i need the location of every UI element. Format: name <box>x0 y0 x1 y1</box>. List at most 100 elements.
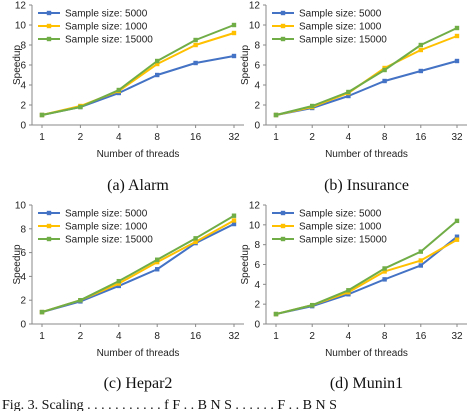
x-axis-title: Number of threads <box>97 149 180 160</box>
series-line-1 <box>275 60 458 116</box>
data-point <box>454 33 460 39</box>
panel-caption: (b) Insurance <box>324 177 409 194</box>
y-tick-label: 0 <box>20 320 26 331</box>
legend-label-3: Sample size: 15000 <box>299 35 387 46</box>
x-tick-label: 4 <box>346 132 352 143</box>
data-point <box>193 37 198 43</box>
y-tick-label: 2 <box>254 300 260 311</box>
data-point <box>418 47 423 53</box>
data-point <box>155 257 160 262</box>
series-line-2 <box>275 238 458 316</box>
x-tick-label: 2 <box>309 331 315 342</box>
y-tick-label: 4 <box>254 81 260 92</box>
data-point <box>454 237 460 242</box>
y-tick-label: 2 <box>20 101 26 112</box>
legend-label-2: Sample size: 1000 <box>299 222 382 233</box>
x-tick-label: 1 <box>273 331 279 342</box>
x-tick-label: 16 <box>415 331 427 342</box>
y-tick-label: 8 <box>20 224 26 235</box>
data-point <box>155 72 160 78</box>
x-axis-title: Number of threads <box>325 348 408 359</box>
y-tick-label: 12 <box>15 1 27 12</box>
legend-label-3: Sample size: 15000 <box>65 35 153 46</box>
x-tick-label: 1 <box>273 132 279 143</box>
y-tick-label: 10 <box>15 21 27 32</box>
y-tick-label: 6 <box>254 260 260 271</box>
data-point <box>231 53 237 59</box>
data-point <box>382 266 387 271</box>
data-point <box>418 249 423 254</box>
data-point <box>382 269 387 274</box>
data-point <box>418 68 423 74</box>
legend-marker <box>280 36 286 42</box>
y-tick-label: 6 <box>20 61 26 72</box>
y-tick-label: 4 <box>20 81 26 92</box>
x-tick-label: 16 <box>190 331 202 342</box>
legend-label-1: Sample size: 5000 <box>65 9 148 20</box>
y-tick-label: 0 <box>254 320 260 331</box>
y-axis-title: Speedup <box>240 244 251 284</box>
x-tick-label: 2 <box>309 132 315 143</box>
legend-marker <box>46 10 52 16</box>
x-tick-label: 16 <box>190 132 202 143</box>
y-axis-title: Speedup <box>240 45 251 85</box>
x-tick-label: 32 <box>451 331 463 342</box>
legend-marker <box>46 36 52 42</box>
legend-label-3: Sample size: 15000 <box>65 235 153 246</box>
legend-marker <box>280 10 286 16</box>
data-point <box>310 103 315 109</box>
x-axis-title: Number of threads <box>325 149 408 160</box>
y-axis-title: Speedup <box>12 244 23 284</box>
y-tick-label: 8 <box>20 41 26 52</box>
y-tick-label: 12 <box>249 1 261 12</box>
y-tick-label: 10 <box>249 21 261 32</box>
data-point <box>116 87 121 93</box>
data-point <box>454 58 460 64</box>
x-tick-label: 2 <box>78 331 84 342</box>
data-point <box>155 267 160 272</box>
data-point <box>231 221 237 227</box>
y-tick-label: 2 <box>20 296 26 307</box>
y-tick-label: 0 <box>20 121 26 132</box>
x-tick-label: 32 <box>451 132 463 143</box>
data-point <box>346 288 351 293</box>
data-point <box>418 42 423 48</box>
data-point <box>193 42 198 48</box>
legend-label-2: Sample size: 1000 <box>299 22 382 33</box>
legend-marker <box>280 223 286 229</box>
series-line-3 <box>41 24 235 116</box>
figure-footer-text: Fig. 3. Scaling . . . . . . . . . . . f … <box>2 398 337 411</box>
series-line-2 <box>275 35 458 116</box>
data-point <box>155 61 160 67</box>
x-tick-label: 8 <box>382 132 388 143</box>
data-point <box>454 234 460 239</box>
data-point <box>454 218 460 224</box>
panel-caption: (d) Munin1 <box>330 375 403 392</box>
legend-label-1: Sample size: 5000 <box>299 209 382 220</box>
x-tick-label: 4 <box>116 331 122 342</box>
x-tick-label: 4 <box>346 331 352 342</box>
legend-marker <box>46 223 52 229</box>
y-tick-label: 12 <box>249 201 261 212</box>
data-point <box>273 311 279 317</box>
x-tick-label: 4 <box>116 132 122 143</box>
data-point <box>155 259 160 265</box>
series-line-3 <box>41 214 235 314</box>
data-point <box>310 302 315 308</box>
series-line-3 <box>275 220 458 316</box>
legend-label-3: Sample size: 15000 <box>299 235 387 246</box>
data-point <box>382 277 387 282</box>
y-tick-label: 10 <box>249 220 261 231</box>
legend-label-2: Sample size: 1000 <box>65 22 148 33</box>
legend-marker <box>280 23 286 29</box>
y-axis-title: Speedup <box>12 45 23 85</box>
y-tick-label: 10 <box>15 201 27 212</box>
data-point <box>454 25 460 31</box>
panel-caption: (a) Alarm <box>107 177 169 194</box>
data-point <box>231 213 237 218</box>
